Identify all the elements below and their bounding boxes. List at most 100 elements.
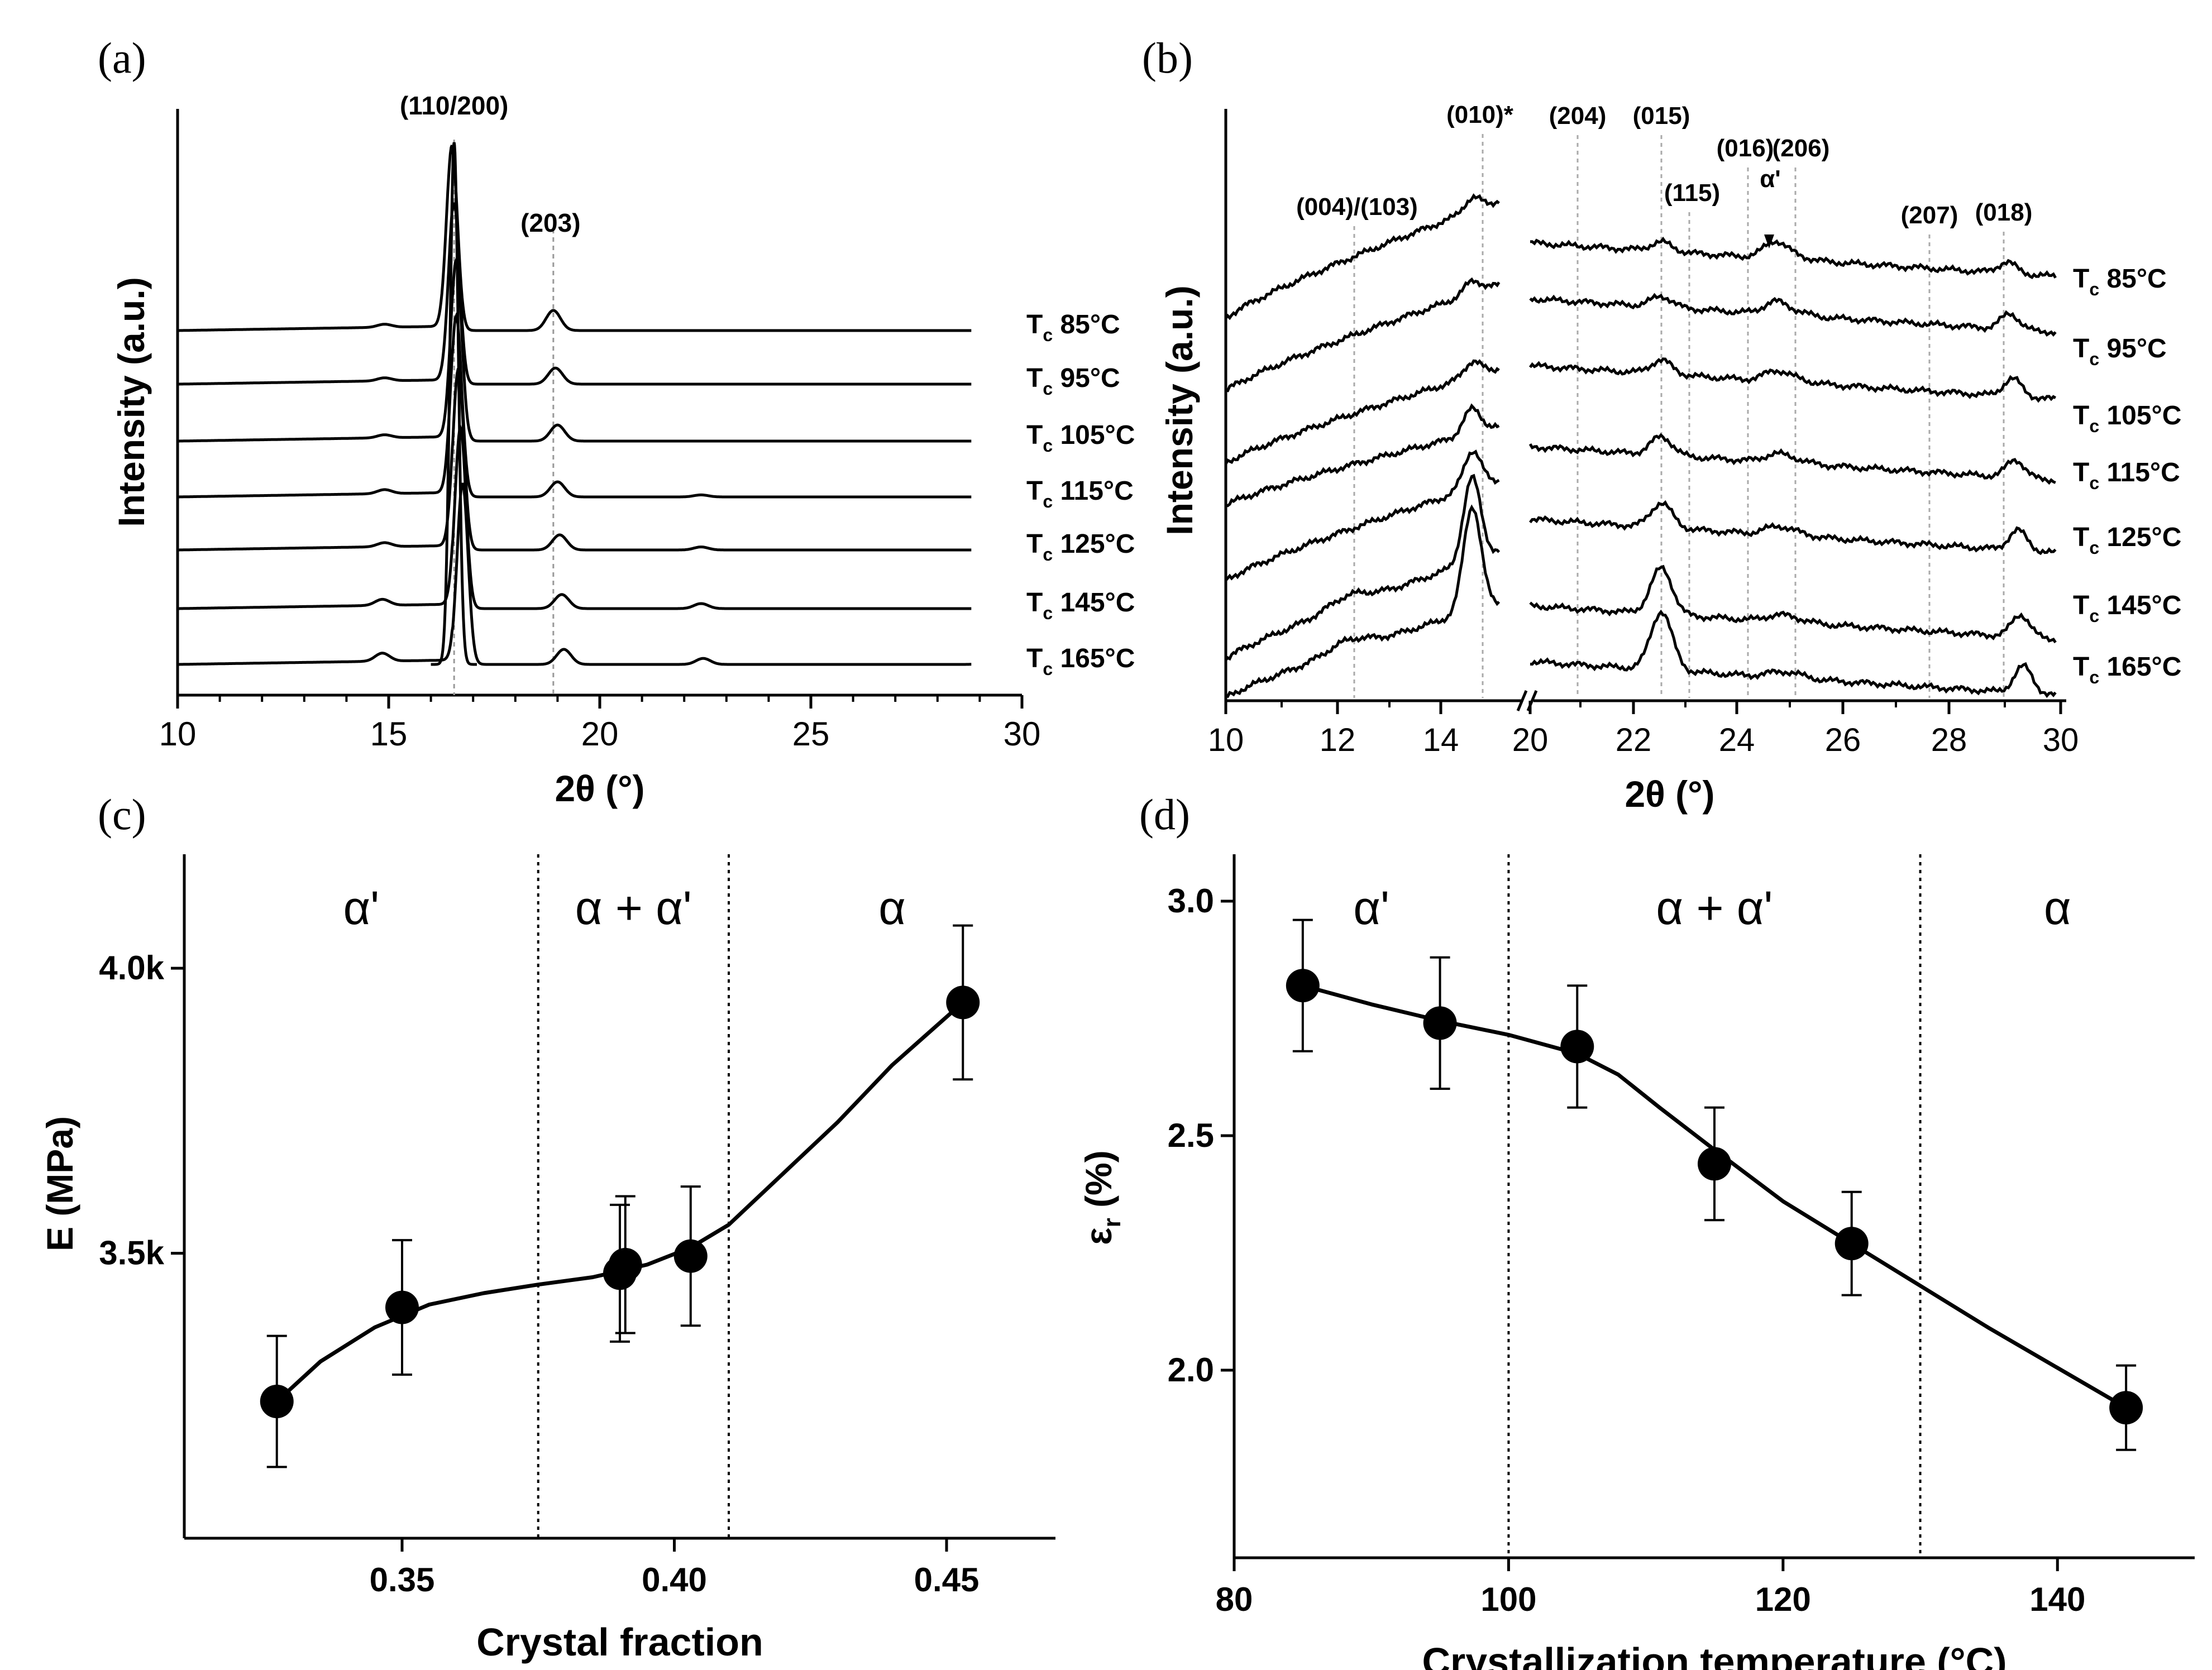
panel-a-main-peak: [431, 142, 477, 666]
panel-b-x-tick-label: 28: [1931, 722, 1967, 758]
panel-d-y-axis-label: εr (%): [1078, 1150, 1126, 1245]
panel-c-data-point: [608, 1248, 642, 1281]
panel-b-series-right: [1528, 500, 2057, 556]
panel-a-series-label: Tc 125°C: [1026, 529, 1135, 564]
panel-a-peak-label: (110/200): [400, 91, 508, 120]
panel-b-reflection-label: (206): [1773, 135, 1830, 162]
panel-c-y-axis-label: E (MPa): [39, 1116, 80, 1251]
panel-b-x-tick-label: 24: [1719, 722, 1755, 758]
panel-a-peak-label: (203): [520, 208, 580, 237]
panel-b-series-left: [1225, 504, 1501, 698]
panel-c-region-label: α: [878, 882, 906, 934]
panel-d-y-tick-label: 2.5: [1168, 1117, 1214, 1154]
panel-a-y-axis-label: Intensity (a.u.): [111, 277, 152, 527]
panel-b-series-label: Tc 125°C: [2073, 523, 2181, 558]
panel-a-x-tick-label: 10: [159, 715, 197, 753]
panel-d-data-point: [1423, 1006, 1457, 1040]
panel-b-series-left: [1225, 193, 1500, 320]
panel-b-x-tick-label: 10: [1208, 722, 1244, 758]
panel-b-letter: (b): [1142, 34, 1193, 82]
panel-b-reflection-label: (010)*: [1446, 101, 1514, 128]
panel-b-series-label: Tc 165°C: [2073, 652, 2181, 687]
panel-a-series-line: [178, 145, 972, 332]
panel-a-series-line: [178, 424, 972, 610]
panel-a-series-line: [178, 256, 972, 443]
panel-b-series-left: [1225, 449, 1500, 582]
panel-a-series-label: Tc 85°C: [1026, 310, 1120, 345]
panel-a-x-tick-label: 30: [1004, 715, 1041, 753]
panel-c-data-point: [673, 1239, 708, 1273]
panel-a-series-line: [178, 368, 972, 552]
panel-b-reflection-label: α': [1760, 165, 1781, 193]
panel-d-x-tick-label: 100: [1480, 1581, 1536, 1618]
panel-c-y-tick-label: 3.5k: [99, 1234, 164, 1272]
panel-d-region-label: α: [2044, 882, 2071, 934]
panel-d-data-point: [2109, 1391, 2143, 1425]
panel-b-series-label: Tc 85°C: [2073, 264, 2167, 299]
panel-b-series-right: [1529, 293, 2057, 337]
panel-c-region-label: α + α': [575, 882, 692, 934]
panel-b-x-axis-label: 2θ (°): [1625, 773, 1714, 815]
panel-a-x-tick-label: 25: [792, 715, 830, 753]
panel-c-modulus-vs-crystal-fraction: (c) 0.35 0.40 0.45 3.5k 4.0k α' α + α' α Crystal …: [39, 790, 1055, 1664]
panel-b-series-label: Tc 105°C: [2073, 401, 2181, 436]
panel-b-reflection-label: (004)/(103): [1296, 193, 1418, 221]
panel-a-x-axis-label: 2θ (°): [555, 768, 644, 809]
panel-b-x-tick-label: 20: [1512, 722, 1549, 758]
panel-b-series-left: [1225, 473, 1501, 661]
panel-b-series-left: [1225, 403, 1500, 508]
panel-c-letter: (c): [98, 790, 146, 839]
panel-b-series-right: [1530, 236, 2057, 280]
panel-c-y-tick-label: 4.0k: [99, 949, 164, 987]
panel-b-series-label: Tc 115°C: [2073, 458, 2180, 493]
panel-b-y-axis-label: Intensity (a.u.): [1159, 285, 1200, 535]
panel-d-data-point: [1286, 969, 1320, 1003]
panel-b-reflection-label: (015): [1633, 102, 1690, 130]
panel-b-series-label: Tc 145°C: [2073, 591, 2181, 626]
panel-c-x-axis-label: Crystal fraction: [476, 1620, 763, 1664]
panel-a-x-tick-label: 20: [581, 715, 619, 753]
panel-a-series-label: Tc 145°C: [1026, 588, 1135, 623]
panel-b-xrd-extended: (b) 10 12 14 20 22 24 26 28 30 2θ (°) Intensity (a.…: [1142, 34, 2181, 815]
panel-b-x-tick-label: 14: [1423, 722, 1459, 758]
panel-d-y-tick-label: 3.0: [1168, 882, 1214, 920]
panel-b-series-left: [1224, 359, 1500, 465]
panel-a-letter: (a): [98, 34, 146, 82]
panel-a-xrd-waxd: (a) 10 15 20 25 30 2θ (°) Intensity (a.u.) (110/…: [98, 34, 1135, 809]
panel-d-data-point: [1834, 1227, 1869, 1261]
panel-d-data-point: [1698, 1147, 1731, 1181]
panel-c-x-tick-label: 0.40: [642, 1561, 707, 1599]
panel-d-region-label: α': [1353, 882, 1389, 934]
panel-b-x-tick-label: 12: [1320, 722, 1356, 758]
panel-a-series-line: [178, 312, 972, 499]
panel-c-data-point: [946, 985, 980, 1020]
panel-a-series-label: Tc 165°C: [1026, 644, 1135, 679]
panel-a-series-line: [178, 202, 972, 386]
panel-c-region-label: α': [343, 882, 380, 934]
panel-b-reflection-label: (207): [1901, 202, 1958, 229]
panel-d-y-tick-label: 2.0: [1168, 1351, 1214, 1389]
panel-b-series-left: [1225, 277, 1501, 393]
panel-b-axis-break-mark: [1516, 690, 1528, 711]
panel-d-data-point: [1560, 1030, 1594, 1064]
panel-a-series-label: Tc 105°C: [1026, 420, 1135, 456]
panel-b-reflection-label: (016): [1717, 135, 1774, 162]
panel-b-reflection-label: (204): [1549, 102, 1607, 130]
panel-b-series-label: Tc 95°C: [2073, 334, 2167, 369]
panel-b-series-right: [1528, 433, 2056, 485]
panel-b-series-right: [1530, 609, 2057, 698]
panel-c-x-tick-label: 0.35: [370, 1561, 435, 1599]
panel-a-series-line: [178, 482, 972, 666]
panel-c-data-point: [260, 1385, 294, 1418]
panel-d-x-tick-label: 120: [1755, 1581, 1811, 1618]
panel-a-x-tick-label: 15: [370, 715, 408, 753]
panel-b-reflection-label: (115): [1664, 179, 1720, 207]
panel-a-series-label: Tc 95°C: [1026, 363, 1120, 399]
panel-b-x-tick-label: 26: [1825, 722, 1861, 758]
panel-b-x-tick-label: 30: [2043, 722, 2079, 758]
panel-d-letter: (d): [1139, 790, 1190, 839]
panel-d-x-axis-label: Crystallization temperature (°C): [1422, 1640, 2006, 1670]
panel-d-x-tick-label: 140: [2029, 1581, 2085, 1618]
panel-d-region-label: α + α': [1656, 882, 1773, 934]
